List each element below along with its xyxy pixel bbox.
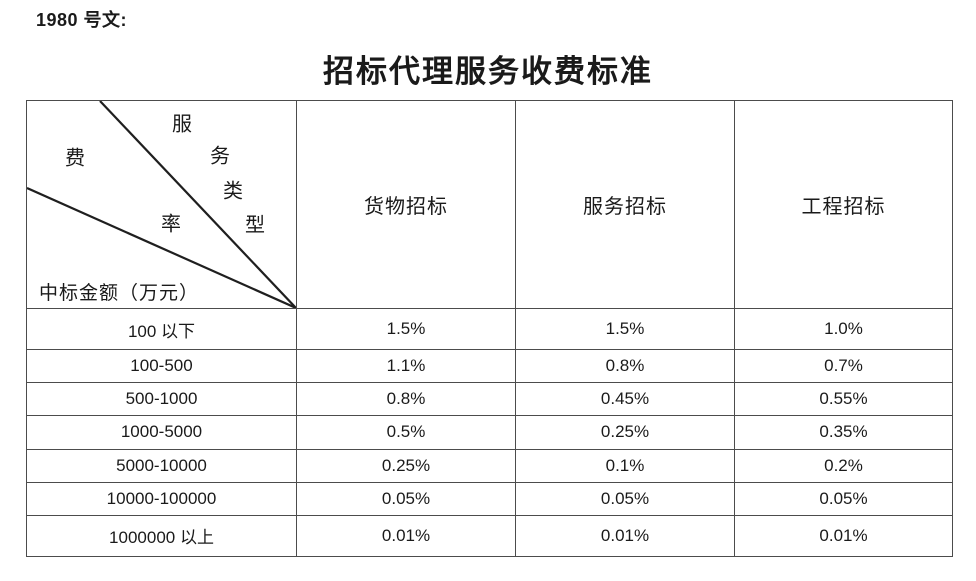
lower-diagonal-line: [27, 187, 296, 308]
row-axis-prefix-char-1: 费: [65, 147, 85, 170]
column-header-services: 服务招标: [515, 100, 735, 309]
table-cell: 0.2%: [734, 448, 953, 483]
table-row: 1000-5000 0.5% 0.25% 0.35%: [26, 415, 953, 450]
table-cell: 0.7%: [734, 349, 953, 384]
doc-number-label: 1980 号文:: [36, 10, 128, 30]
row-label: 5000-10000: [26, 448, 297, 483]
page-title: 招标代理服务收费标准: [323, 54, 653, 89]
col-axis-char-4: 型: [245, 214, 265, 237]
row-axis-label: 中标金额（万元）: [39, 283, 200, 304]
row-label: 100 以下: [26, 307, 297, 351]
row-label: 1000000 以上: [26, 514, 297, 558]
table-row: 100-500 1.1% 0.8% 0.7%: [26, 349, 953, 384]
table-header-row: 服 务 类 型 费 率 中标金额（万元） 货物招标 服务招标 工程招标: [26, 100, 953, 309]
row-label: 100-500: [26, 349, 297, 384]
col-axis-char-3: 类: [223, 180, 243, 203]
diagonal-divider-lines: [27, 101, 296, 308]
row-label: 1000-5000: [26, 415, 297, 450]
row-label: 500-1000: [26, 382, 297, 417]
table-cell: 1.5%: [296, 307, 516, 351]
table-cell: 0.25%: [515, 415, 735, 450]
diagonal-corner-cell: 服 务 类 型 费 率 中标金额（万元）: [26, 100, 297, 309]
table-cell: 0.8%: [515, 349, 735, 384]
table-cell: 0.01%: [515, 514, 735, 558]
table-cell: 0.55%: [734, 382, 953, 417]
row-axis-prefix-char-2: 率: [161, 213, 181, 236]
table-cell: 0.25%: [296, 448, 516, 483]
table-row: 500-1000 0.8% 0.45% 0.55%: [26, 382, 953, 417]
table-cell: 0.45%: [515, 382, 735, 417]
column-header-goods: 货物招标: [296, 100, 516, 309]
table-row: 10000-100000 0.05% 0.05% 0.05%: [26, 481, 953, 516]
table-cell: 0.01%: [734, 514, 953, 558]
fee-standard-table: 服 务 类 型 费 率 中标金额（万元） 货物招标 服务招标 工程招标 100 …: [26, 100, 953, 558]
table-cell: 0.05%: [734, 481, 953, 516]
row-label: 10000-100000: [26, 481, 297, 516]
table-cell: 0.05%: [296, 481, 516, 516]
table-cell: 1.0%: [734, 307, 953, 351]
table-cell: 0.8%: [296, 382, 516, 417]
table-cell: 0.01%: [296, 514, 516, 558]
table-cell: 0.1%: [515, 448, 735, 483]
column-header-engineering: 工程招标: [734, 100, 953, 309]
table-cell: 1.1%: [296, 349, 516, 384]
table-cell: 0.5%: [296, 415, 516, 450]
table-cell: 1.5%: [515, 307, 735, 351]
upper-diagonal-line: [99, 101, 296, 308]
col-axis-char-2: 务: [210, 145, 230, 168]
table-row: 1000000 以上 0.01% 0.01% 0.01%: [26, 514, 953, 558]
col-axis-char-1: 服: [172, 113, 192, 136]
table-cell: 0.35%: [734, 415, 953, 450]
table-row: 5000-10000 0.25% 0.1% 0.2%: [26, 448, 953, 483]
table-row: 100 以下 1.5% 1.5% 1.0%: [26, 307, 953, 351]
table-cell: 0.05%: [515, 481, 735, 516]
